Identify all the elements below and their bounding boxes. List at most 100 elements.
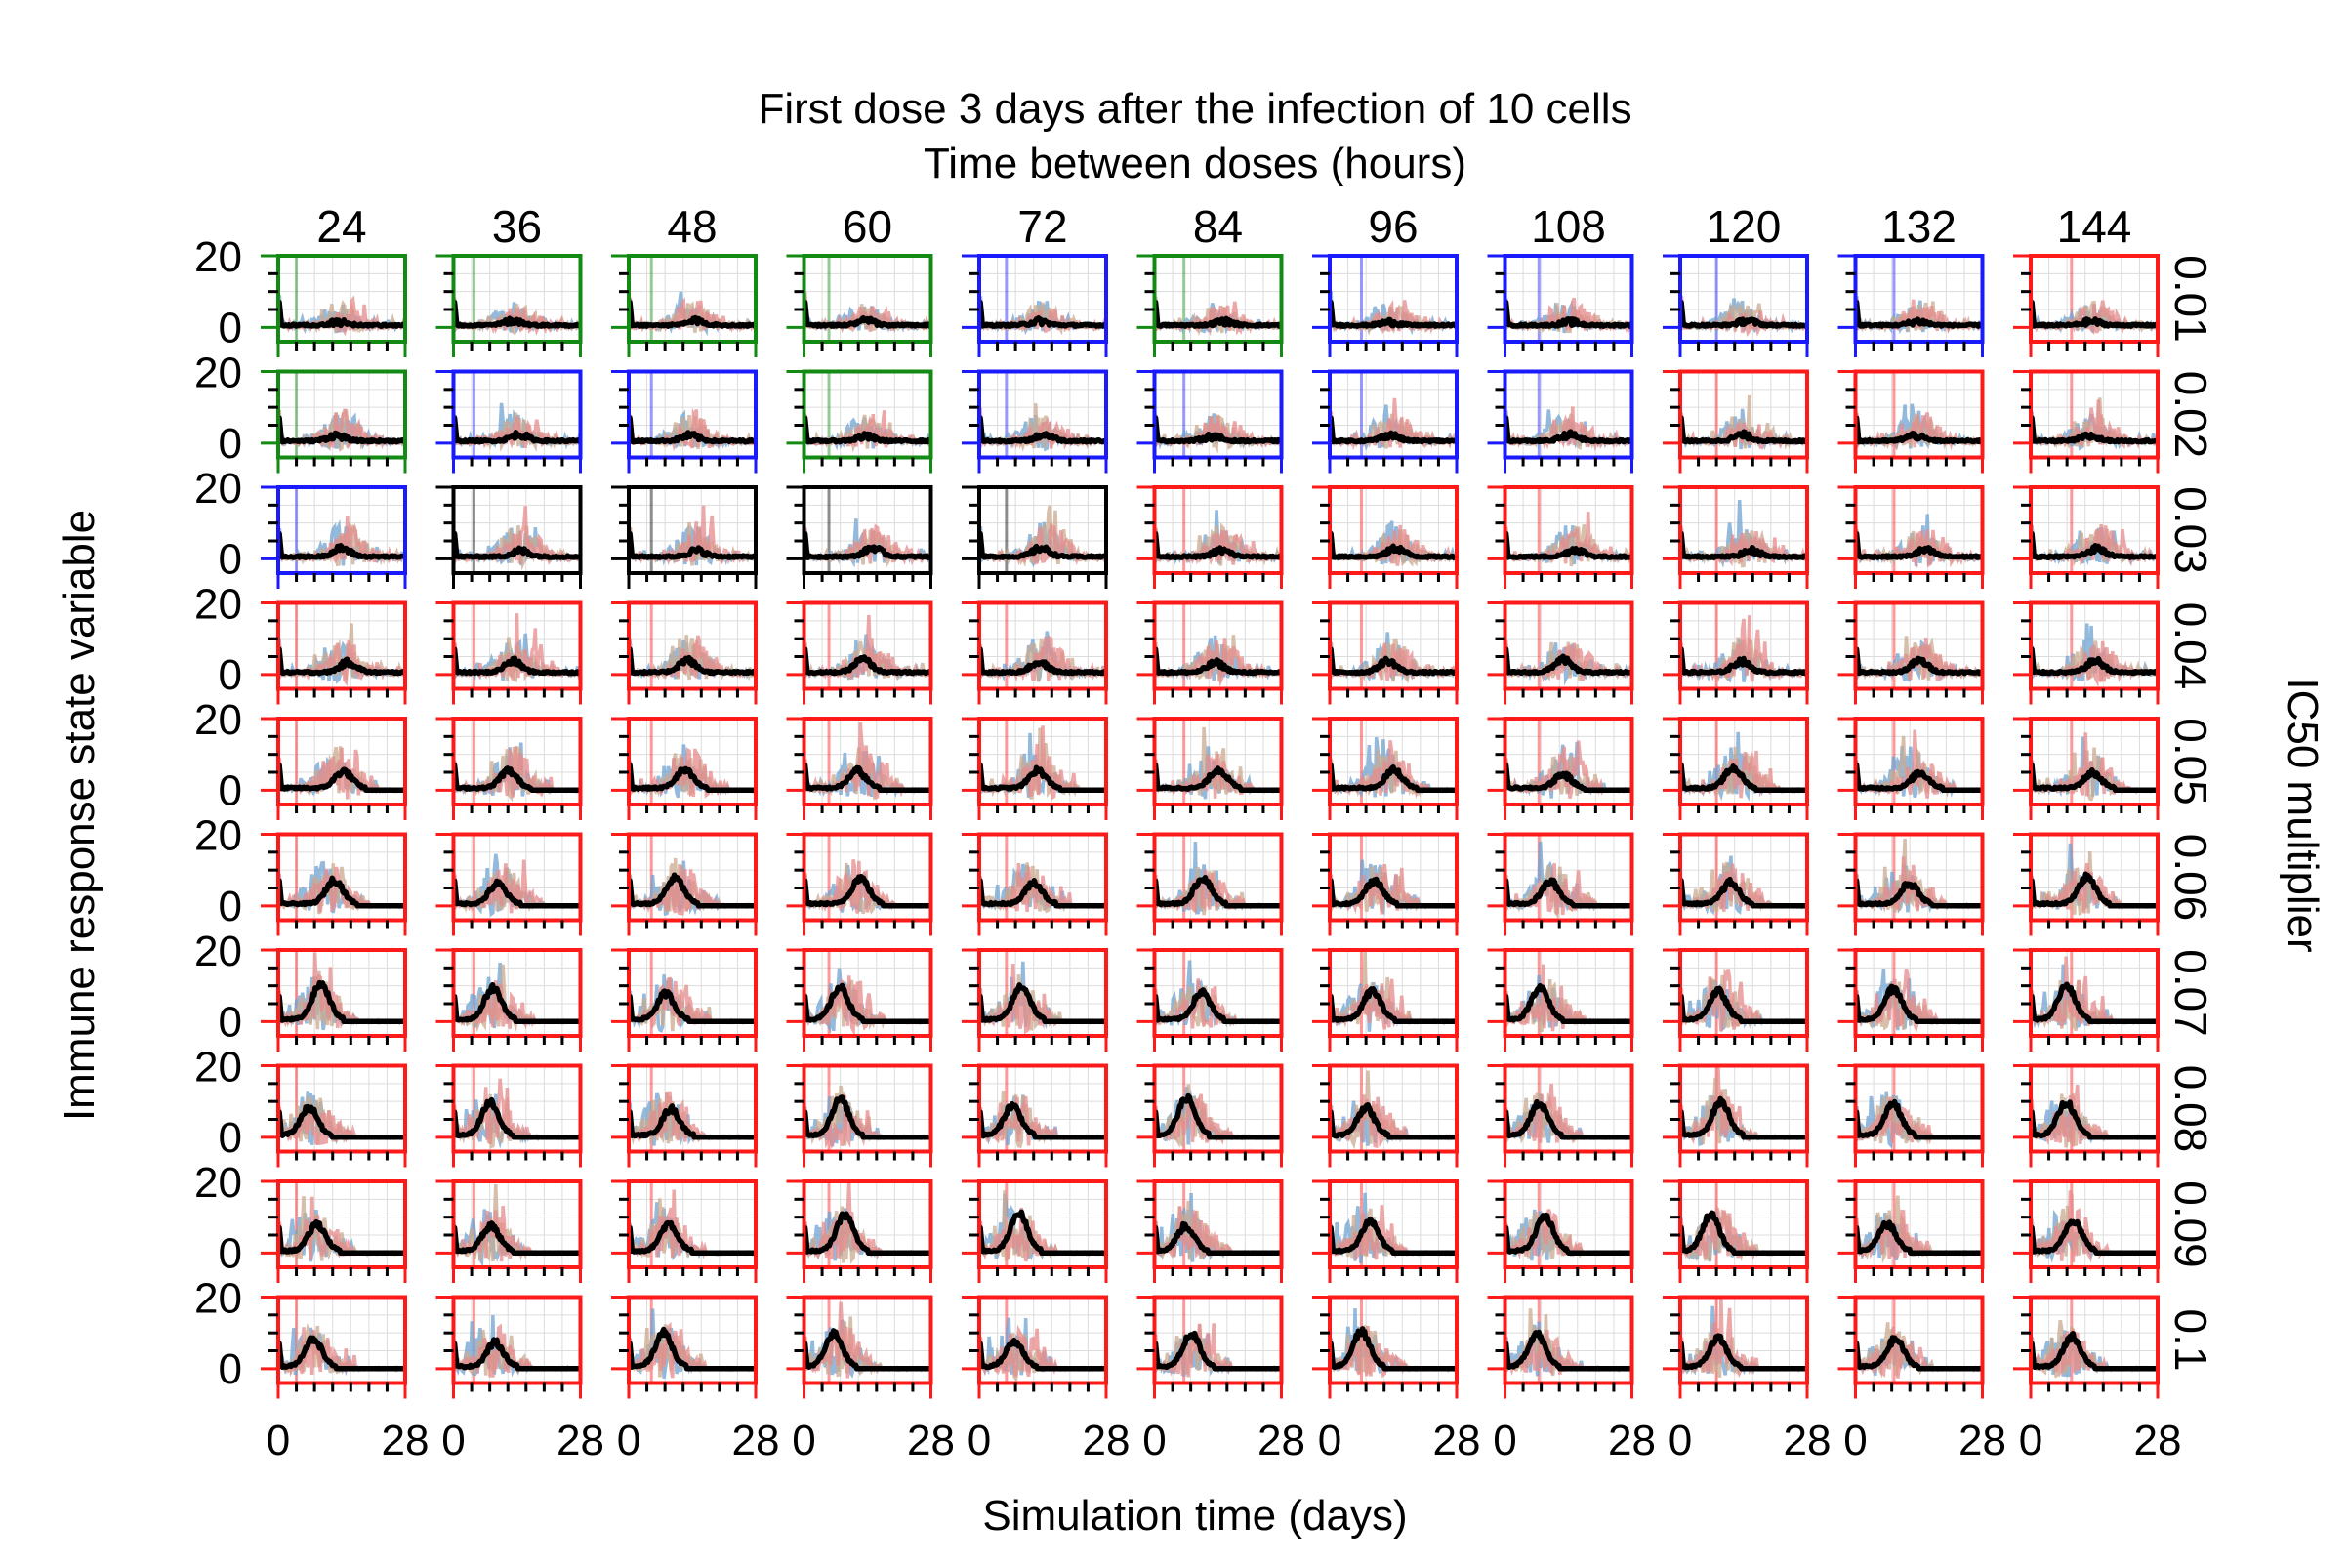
panel-frame xyxy=(2029,832,2160,923)
y-tick-label: 20 xyxy=(194,465,242,513)
mean-series-line xyxy=(1853,415,1985,445)
panel xyxy=(435,254,583,357)
mean-series-line xyxy=(2029,530,2160,560)
mean-series-line xyxy=(802,530,933,560)
panel-frame xyxy=(802,1063,933,1154)
panel xyxy=(1487,1063,1634,1168)
x-tick-label: 28 xyxy=(907,1417,955,1465)
panel-frame xyxy=(977,832,1108,923)
column-header: 36 xyxy=(492,201,542,252)
panel-frame xyxy=(2029,369,2160,460)
mean-series-line xyxy=(977,415,1108,445)
panel xyxy=(1837,254,1985,357)
panel xyxy=(962,485,1108,589)
panel xyxy=(261,600,408,705)
y-tick-label: 20 xyxy=(194,1159,242,1207)
panel xyxy=(1136,369,1284,474)
panel xyxy=(786,600,933,705)
mean-series-line xyxy=(1328,1326,1459,1372)
panel xyxy=(1837,832,1985,936)
panel xyxy=(786,254,933,357)
panel-frame xyxy=(1503,485,1634,575)
column-header: 96 xyxy=(1368,201,1418,252)
panel xyxy=(2013,832,2160,936)
row-label: 0.01 xyxy=(2165,255,2216,343)
row-label: 0.1 xyxy=(2165,1309,2216,1372)
panel-frame xyxy=(451,832,583,923)
mean-series-line xyxy=(977,982,1108,1025)
panel xyxy=(2013,948,2160,1052)
panel-frame xyxy=(1152,1063,1284,1154)
panel xyxy=(1136,254,1284,357)
mean-series-line xyxy=(977,299,1109,329)
x-tick-label: 0 xyxy=(1142,1417,1166,1465)
panel xyxy=(1487,948,1634,1052)
panel-frame xyxy=(1678,1179,1809,1269)
panel-frame xyxy=(276,1179,407,1269)
x-tick-label: 0 xyxy=(617,1417,640,1465)
panel-frame xyxy=(2029,1063,2160,1154)
y-tick-label: 20 xyxy=(194,696,242,744)
mean-series-line xyxy=(627,1103,758,1140)
panel xyxy=(1663,948,1809,1052)
mean-series-line xyxy=(1853,1098,1985,1140)
panel-frame xyxy=(1853,1063,1985,1154)
panel xyxy=(1837,717,1985,820)
mean-series-line xyxy=(802,1328,933,1372)
panel xyxy=(1136,832,1284,936)
panel-frame xyxy=(1853,832,1985,923)
mean-series-line xyxy=(276,979,407,1025)
mean-series-line xyxy=(1152,1093,1284,1140)
panel-frame xyxy=(1152,600,1284,691)
y-tick-label: 0 xyxy=(219,535,242,583)
panel-frame xyxy=(1152,254,1284,344)
panel-frame xyxy=(1328,369,1459,460)
panel-frame xyxy=(1853,717,1985,806)
mean-series-line xyxy=(1503,646,1634,677)
panel-frame xyxy=(1853,1179,1985,1269)
panel xyxy=(261,1179,407,1283)
x-tick-label: 0 xyxy=(441,1417,465,1465)
panel-frame xyxy=(1328,1179,1459,1269)
panel-frame xyxy=(2029,717,2160,806)
panel-frame xyxy=(451,1295,583,1385)
panel xyxy=(1136,717,1284,820)
x-tick-label: 28 xyxy=(1257,1417,1305,1465)
y-tick-label: 0 xyxy=(219,304,242,351)
panel-frame xyxy=(802,600,933,691)
panel-frame xyxy=(802,1179,933,1269)
panel-frame xyxy=(627,1063,758,1154)
panel-frame xyxy=(977,600,1108,691)
mean-series-line xyxy=(276,1218,407,1257)
panel-frame xyxy=(1328,832,1459,923)
panel-frame xyxy=(802,485,933,575)
mean-series-line xyxy=(1152,762,1284,794)
mean-series-line xyxy=(977,530,1108,560)
panel xyxy=(611,1179,758,1283)
mean-series-line xyxy=(1328,1217,1459,1257)
x-tick-label: 0 xyxy=(2019,1417,2042,1465)
mean-series-line xyxy=(1328,876,1459,909)
panel-frame xyxy=(1328,1063,1459,1154)
panel: 0 28 xyxy=(435,1295,604,1465)
panel xyxy=(1663,600,1810,705)
panel xyxy=(1312,1063,1459,1168)
mean-series-line xyxy=(2029,1331,2160,1372)
panel-frame xyxy=(276,717,407,806)
panel xyxy=(1312,600,1459,705)
right-axis-label: IC50 multiplier xyxy=(2279,678,2327,952)
panel-frame xyxy=(1328,485,1459,575)
chart-title: First dose 3 days after the infection of… xyxy=(758,85,1631,133)
panel-frame xyxy=(627,600,758,691)
panel-frame xyxy=(2029,600,2160,691)
mean-series-line xyxy=(2029,415,2160,445)
panel xyxy=(1663,254,1809,357)
panel xyxy=(1663,1063,1809,1168)
mean-series-line xyxy=(802,646,933,677)
row-label: 0.04 xyxy=(2165,602,2216,690)
panel: 0 28 xyxy=(611,1295,779,1465)
panel xyxy=(786,1063,933,1168)
panel-frame xyxy=(1678,832,1809,923)
